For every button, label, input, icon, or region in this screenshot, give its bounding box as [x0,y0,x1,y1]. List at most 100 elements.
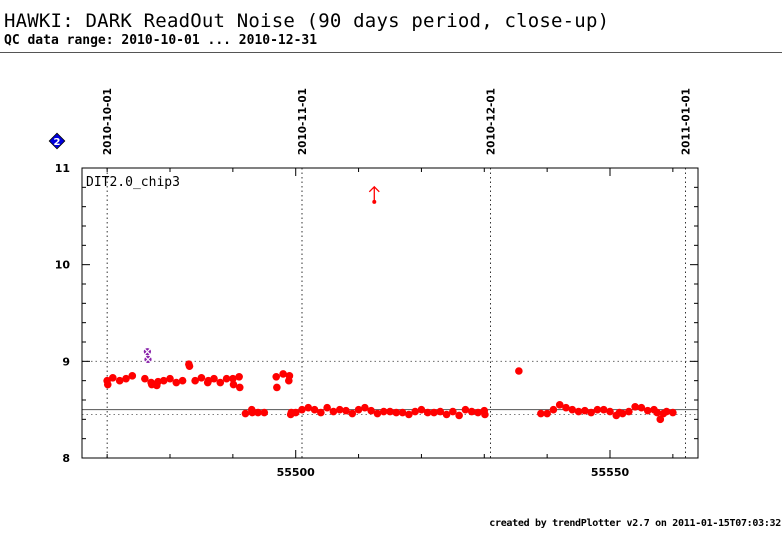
date-marker-label: 2010-11-01 [297,88,309,155]
data-point [159,376,168,385]
data-point [662,407,671,416]
data-point [405,410,413,419]
data-point [172,378,181,387]
data-point [417,405,426,414]
y-tick-label: 9 [62,355,70,368]
data-point [455,411,463,420]
plot-frame [81,167,699,459]
data-point [625,407,633,416]
outlier-arrow [368,185,380,202]
data-point [637,403,646,412]
data-point [141,374,149,383]
data-point [310,405,319,414]
x-axis-ticks: 55500 55550 [106,168,674,479]
data-point [568,405,577,414]
data-point [537,409,545,418]
y-axis-ticks: 8 9 10 11 [55,162,698,465]
data-point [361,403,369,412]
date-marker-label: 2010-12-01 [486,88,498,155]
data-point [235,373,243,381]
data-point [248,408,257,417]
data-point [653,408,661,417]
data-point [166,374,174,383]
data-point [618,409,627,418]
data-point [191,376,199,385]
data-point [587,408,595,417]
date-marker-label: 2010-10-01 [102,88,114,155]
panel-label: DIT2.0_chip3 [86,175,180,190]
data-point [386,407,394,416]
data-point [549,405,558,414]
data-point [260,408,269,417]
data-point [109,373,117,382]
data-point [461,405,470,414]
plot-area-border [81,167,699,459]
data-point [392,408,401,417]
info-badge[interactable]: 2 [48,132,66,150]
chart-title: HAWKI: DARK ReadOut Noise (90 days perio… [4,10,610,32]
data-point [210,374,218,383]
data-point [285,372,294,380]
data-point [669,408,677,417]
data-point [643,406,652,415]
data-points [103,360,677,424]
data-point [379,407,388,416]
outlier-marker [368,185,380,204]
data-point [543,409,551,418]
data-point [467,407,476,416]
data-point [178,376,187,385]
data-point [449,407,457,416]
data-point [329,407,338,416]
data-point [367,406,375,415]
x-tick-label: 55550 [591,466,630,479]
data-point [481,410,489,419]
data-point [229,380,238,389]
data-point [185,362,194,370]
y-tick-label: 11 [55,162,70,175]
data-point [222,374,231,383]
data-point [335,405,344,414]
data-point [291,408,300,417]
data-point [317,408,325,417]
data-point [398,408,407,417]
data-point [574,407,583,416]
date-markers: 2010-10-01 2010-11-01 2010-12-01 2011-01-01 [102,88,692,458]
data-point [272,373,281,381]
data-point [354,405,363,414]
qc-data-range: QC data range: 2010-10-01 ... 2010-12-31 [4,33,318,48]
header-divider [0,52,782,53]
footer-credit: created by trendPlotter v2.7 on 2011-01-… [489,518,781,529]
info-badge-diamond [48,132,66,150]
info-badge-number: 2 [54,137,61,148]
data-point [128,372,137,380]
data-point [216,378,225,387]
data-point [599,405,608,414]
data-point [323,403,331,412]
data-point [631,402,639,411]
data-point [656,415,665,424]
data-point [430,408,438,417]
data-point [304,403,313,412]
data-point [197,373,206,382]
y-tick-label: 10 [55,259,71,272]
highlighted-point-cross [144,355,152,363]
date-marker-label: 2011-01-01 [680,88,692,155]
data-point [122,374,130,383]
y-tick-label: 8 [62,452,70,465]
data-point [373,409,382,418]
data-point [562,403,570,412]
data-point [606,407,614,416]
data-point [442,410,451,419]
data-point [411,407,419,416]
highlighted-point-cross [143,348,151,356]
data-point [593,405,602,414]
data-point [279,370,287,378]
data-point [436,407,445,416]
data-point [254,408,262,417]
data-point [555,401,564,409]
data-point [474,408,482,417]
highlighted-points [143,348,152,363]
data-point [103,380,112,389]
data-point [515,367,523,375]
